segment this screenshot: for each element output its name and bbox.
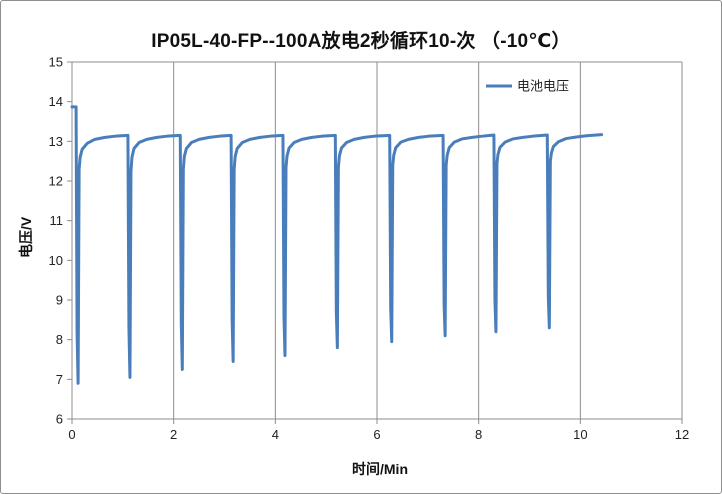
y-tick-label-9: 9 [56,293,63,308]
x-tick-label-2: 2 [170,427,177,442]
y-tick-label-11: 11 [50,213,64,228]
axes [67,61,683,424]
series-line-0 [70,105,604,385]
y-tick-label-15: 15 [49,55,63,70]
series-group [70,105,604,385]
y-tick-label-8: 8 [56,332,63,347]
x-tick-label-10: 10 [573,427,587,442]
x-tick-label-12: 12 [675,427,689,442]
y-tick-label-7: 7 [56,372,63,387]
x-tick-label-8: 8 [475,427,482,442]
chart-title: IP05L-40-FP--100A放电2秒循环10-次 （-10℃） [151,31,571,52]
y-tick-label-14: 14 [49,94,63,109]
x-axis-label: 时间/Min [352,461,408,477]
x-tick-label-4: 4 [272,427,279,442]
legend-label-0: 电池电压 [517,79,569,94]
tick-labels: 6 7 8 9 10 11 12 13 14 15 0 2 4 6 8 10 12 [49,55,690,443]
legend: 电池电压 [486,79,569,94]
y-tick-label-10: 10 [49,253,63,268]
grid [173,62,683,419]
y-tick-label-12: 12 [49,174,63,189]
y-tick-label-6: 6 [56,412,63,427]
x-tick-label-6: 6 [373,427,380,442]
x-tick-label-0: 0 [68,427,75,442]
y-tick-label-13: 13 [49,134,63,149]
